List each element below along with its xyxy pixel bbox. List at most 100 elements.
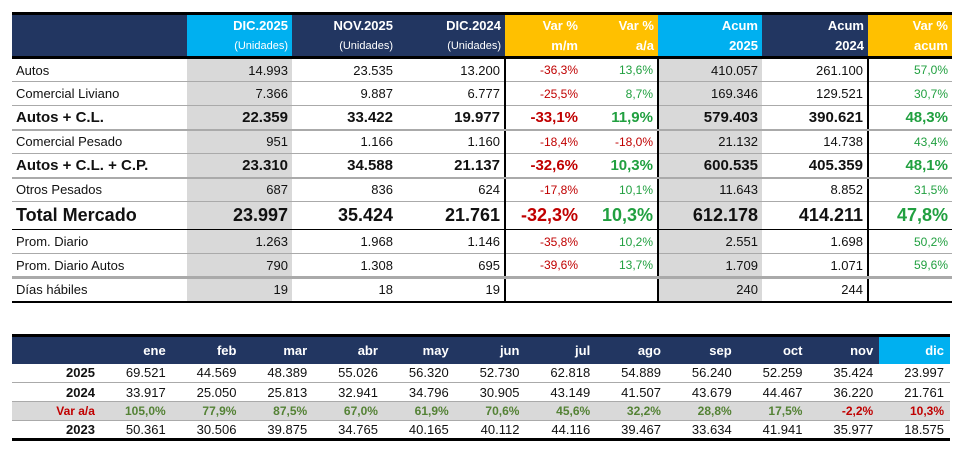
cell-acum2024: 1.071 xyxy=(762,253,868,279)
row-label: Otros Pesados xyxy=(12,177,187,202)
cell-var-mm: -35,8% xyxy=(504,229,582,254)
header-dic2024: DIC.2024 (Unidades) xyxy=(397,12,505,59)
monthly-cell: 43.149 xyxy=(525,382,597,402)
monthly-cell: 41.941 xyxy=(737,420,809,441)
month-header-jun: jun xyxy=(454,334,526,364)
monthly-cell: 39.467 xyxy=(596,420,667,441)
row-label: Días hábiles xyxy=(12,277,187,303)
header-var-aa: Var % a/a xyxy=(582,12,658,59)
header-sub: acum xyxy=(914,37,948,53)
monthly-cell: 43.679 xyxy=(666,382,738,402)
header-sub: 2024 xyxy=(835,37,864,53)
monthly-cell: 67,0% xyxy=(313,401,384,421)
month-header-abr: abr xyxy=(313,334,384,364)
header-sub: (Unidades) xyxy=(339,39,393,52)
cell-var-acum xyxy=(867,277,952,303)
row-label: Comercial Liviano xyxy=(12,81,187,106)
month-header-sep: sep xyxy=(666,334,738,364)
cell-nov2025: 18 xyxy=(292,277,397,303)
cell-dic2025: 23.997 xyxy=(187,201,292,230)
monthly-cell: 25.813 xyxy=(242,382,314,402)
cell-dic2024: 13.200 xyxy=(397,57,506,82)
cell-var-acum: 59,6% xyxy=(867,253,952,279)
cell-var-mm: -32,6% xyxy=(504,153,582,179)
row-label: Autos xyxy=(12,57,187,82)
summary-row: Prom. Diario Autos 790 1.308 695 -39,6% 13,7%… xyxy=(12,253,952,279)
row-label: Prom. Diario Autos xyxy=(12,253,187,279)
monthly-cell: 52.259 xyxy=(737,363,809,383)
monthly-cell: 52.730 xyxy=(454,363,526,383)
monthly-cell: 34.765 xyxy=(313,420,384,441)
header-sub: a/a xyxy=(635,37,654,53)
monthly-header-row: ene feb mar abr may jun jul ago sep oct nov dic xyxy=(12,334,950,364)
cell-acum2025: 410.057 xyxy=(657,57,762,82)
header-dic2025: DIC.2025 (Unidades) xyxy=(187,12,292,59)
cell-var-aa: -18,0% xyxy=(582,129,658,154)
header-sub: (Unidades) xyxy=(234,39,288,52)
monthly-cell: 69.521 xyxy=(100,363,172,383)
cell-dic2024: 695 xyxy=(397,253,506,279)
header-acum2024: Acum 2024 xyxy=(762,12,868,59)
summary-row: Días hábiles 19 18 19 240 244 xyxy=(12,277,952,303)
cell-nov2025: 23.535 xyxy=(292,57,397,82)
cell-dic2024: 1.146 xyxy=(397,229,506,254)
cell-acum2024: 390.621 xyxy=(762,105,868,131)
cell-acum2025: 600.535 xyxy=(657,153,762,179)
monthly-cell: 50.361 xyxy=(100,420,172,441)
monthly-cell: 70,6% xyxy=(454,401,526,421)
month-header-may: may xyxy=(383,334,455,364)
monthly-cell: 41.507 xyxy=(596,382,667,402)
monthly-cell: 23.997 xyxy=(879,363,950,383)
cell-var-mm: -39,6% xyxy=(504,253,582,279)
cell-acum2024: 129.521 xyxy=(762,81,868,106)
cell-acum2025: 1.709 xyxy=(657,253,762,279)
cell-var-acum: 30,7% xyxy=(867,81,952,106)
monthly-cell: 10,3% xyxy=(879,401,950,421)
monthly-cell: 55.026 xyxy=(313,363,384,383)
monthly-cell: 17,5% xyxy=(737,401,809,421)
monthly-row: 2023 50.361 30.506 39.875 34.765 40.165 40.112… xyxy=(12,420,950,441)
cell-dic2025: 14.993 xyxy=(187,57,292,82)
monthly-cell: 30.506 xyxy=(171,420,243,441)
header-title: NOV.2025 xyxy=(333,17,393,33)
cell-var-aa: 13,6% xyxy=(582,57,658,82)
row-label: Total Mercado xyxy=(12,201,187,230)
cell-var-aa: 11,9% xyxy=(582,105,658,131)
monthly-cell: 87,5% xyxy=(242,401,314,421)
monthly-table: ene feb mar abr may jun jul ago sep oct nov dic 202… xyxy=(12,334,950,441)
cell-nov2025: 1.968 xyxy=(292,229,397,254)
cell-dic2024: 624 xyxy=(397,177,506,202)
cell-var-aa: 10,3% xyxy=(582,153,658,179)
month-header-ago: ago xyxy=(596,334,667,364)
cell-acum2025: 2.551 xyxy=(657,229,762,254)
monthly-cell: -2,2% xyxy=(808,401,880,421)
cell-var-acum: 57,0% xyxy=(867,57,952,82)
cell-acum2024: 261.100 xyxy=(762,57,868,82)
header-acum2025: Acum 2025 xyxy=(658,12,762,59)
cell-var-aa: 10,2% xyxy=(582,229,658,254)
summary-header-row: DIC.2025 (Unidades) NOV.2025 (Unidades) DI… xyxy=(12,12,952,59)
cell-var-aa xyxy=(582,277,658,303)
monthly-cell: 28,8% xyxy=(666,401,738,421)
cell-acum2024: 244 xyxy=(762,277,868,303)
cell-var-acum: 48,3% xyxy=(867,105,952,131)
cell-var-aa: 8,7% xyxy=(582,81,658,106)
cell-dic2024: 19.977 xyxy=(397,105,506,131)
cell-dic2024: 19 xyxy=(397,277,506,303)
summary-row: Prom. Diario 1.263 1.968 1.146 -35,8% 10,2% 2.… xyxy=(12,229,952,254)
monthly-cell: 18.575 xyxy=(879,420,950,441)
monthly-cell: 33.634 xyxy=(666,420,738,441)
monthly-cell: 61,9% xyxy=(383,401,455,421)
month-header-feb: feb xyxy=(171,334,243,364)
header-var-acum: Var % acum xyxy=(868,12,952,59)
monthly-cell: 44.116 xyxy=(525,420,597,441)
month-header-dic: dic xyxy=(879,334,950,364)
monthly-row-label: 2024 xyxy=(12,382,101,402)
cell-var-mm: -17,8% xyxy=(504,177,582,202)
row-label: Autos + C.L. + C.P. xyxy=(12,153,187,179)
cell-dic2025: 790 xyxy=(187,253,292,279)
cell-nov2025: 34.588 xyxy=(292,153,397,179)
cell-var-aa: 10,3% xyxy=(582,201,658,230)
monthly-cell: 77,9% xyxy=(171,401,243,421)
monthly-cell: 40.165 xyxy=(383,420,455,441)
